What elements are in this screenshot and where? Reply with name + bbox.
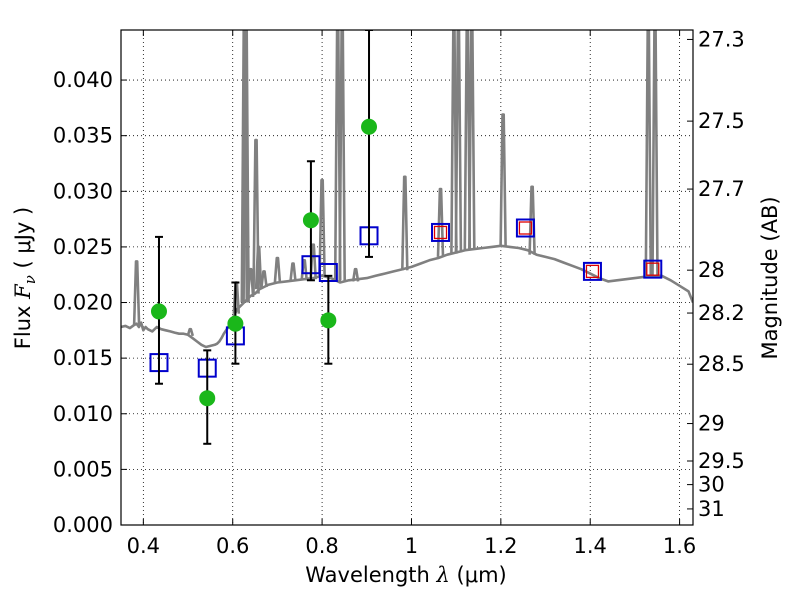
emission-line-spike	[246, 267, 255, 298]
model-photometry-inner-square	[646, 262, 660, 276]
observed-photometry-point	[150, 303, 167, 320]
y-axis-label-text: Flux	[11, 306, 35, 350]
model-photometry-square	[431, 222, 451, 242]
y-tick-label: 0.000	[53, 513, 113, 537]
y-tick-label: 0.025	[53, 235, 113, 259]
observed-photometry-point	[302, 212, 319, 229]
y2-tick-label: 27.5	[698, 109, 745, 133]
y2-tick-label: 27.7	[698, 177, 745, 201]
y2-tick-label: 27.3	[698, 27, 745, 51]
plot-frame	[120, 29, 694, 526]
emission-line-spike	[252, 138, 260, 294]
y-axis-label-unit: ( μJy )	[11, 207, 35, 269]
y2-tick-label: 31	[698, 497, 725, 521]
x-tick-label: 0.8	[305, 534, 338, 558]
x-tick-label: 0.4	[127, 534, 160, 558]
y2-tick-label: 29	[698, 412, 725, 436]
y-tick-label: 0.020	[53, 291, 113, 315]
model-spectrum-line	[121, 244, 693, 349]
y2-tick-label: 29.5	[698, 449, 745, 473]
observed-photometry-point	[227, 315, 244, 332]
x-tick-label: 1.2	[484, 534, 517, 558]
x-axis-label-symbol: λ	[436, 563, 450, 587]
emission-line-spike	[318, 178, 326, 276]
emission-line-spike	[338, 30, 346, 282]
y-axis-label-subscript: ν	[21, 275, 39, 284]
observed-photometry-point	[361, 118, 378, 135]
y2-axis-title: Magnitude (AB)	[758, 196, 782, 359]
emission-line-spike	[651, 30, 659, 277]
emission-line-spike	[289, 262, 297, 282]
emission-line-spike	[499, 113, 507, 247]
model-photometry-inner-square	[585, 264, 600, 279]
y-tick-label: 0.030	[53, 179, 113, 203]
grid	[121, 30, 693, 525]
y-tick-label: 0.010	[53, 402, 113, 426]
model-photometry-square	[515, 218, 535, 238]
x-tick-label: 1.4	[574, 534, 607, 558]
emission-line-spike	[468, 30, 476, 250]
model-photometry-square	[643, 259, 663, 279]
y-axis-label-symbol: F	[11, 283, 35, 300]
emission-line-spike	[260, 270, 268, 288]
x-tick-label: 1	[405, 534, 418, 558]
emission-line-spike	[351, 267, 360, 282]
emission-line-spike	[242, 30, 250, 303]
x-axis-label-unit: (μm)	[457, 563, 507, 587]
x-axis-label-text: Wavelength	[305, 563, 430, 587]
emission-line-spike	[463, 30, 472, 251]
observed-photometry-point	[320, 312, 337, 329]
emission-line-spike	[186, 327, 195, 337]
y-tick-label: 0.035	[53, 124, 113, 148]
y2-tick-label: 28.5	[698, 352, 745, 376]
y-axis-title: Flux Fν ( μJy )	[11, 207, 39, 349]
emission-line-spike	[254, 245, 263, 290]
model-photometry-inner-square	[433, 225, 448, 240]
emission-line-spike	[401, 175, 409, 271]
observed-photometry-point	[199, 390, 216, 407]
emission-line-spike	[644, 30, 653, 279]
x-axis-title: Wavelength λ (μm)	[305, 563, 506, 587]
y2-tick-label: 28.2	[698, 301, 745, 325]
plot-area	[121, 30, 693, 445]
y-tick-label: 0.040	[53, 68, 113, 92]
x-tick-label: 1.6	[663, 534, 696, 558]
emission-line-spike	[450, 30, 458, 254]
emission-line-spike	[454, 30, 463, 253]
y2-tick-label: 30	[698, 473, 725, 497]
x-tick-label: 0.6	[216, 534, 249, 558]
model-photometry-square	[582, 261, 602, 281]
y2-tick-label: 28	[698, 258, 725, 282]
y-tick-label: 0.005	[53, 457, 113, 481]
emission-line-spike	[132, 260, 141, 326]
y-tick-label: 0.015	[53, 346, 113, 370]
ticks: 0.4 0.6 0.8 1 1.2 1.4 1.6 0.000 0.005 0.010 0.015 0…	[53, 27, 745, 558]
model-photometry-inner-square	[518, 221, 533, 235]
emission-line-spike	[273, 256, 282, 283]
emission-line-spike	[333, 30, 342, 281]
